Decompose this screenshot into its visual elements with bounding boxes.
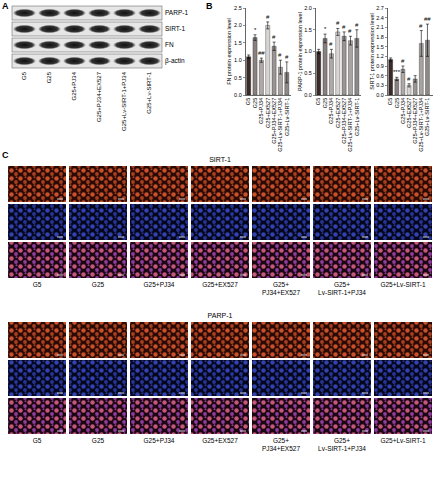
svg-text:PJ34+EX527: PJ34+EX527 [262,445,301,452]
svg-text:Lv-SIRT-1+PJ34: Lv-SIRT-1+PJ34 [318,289,366,296]
svg-text:G25+Lv-SIRT-1: G25+Lv-SIRT-1 [380,281,426,288]
svg-text:G25+PJ34: G25+PJ34 [144,437,175,444]
svg-text:#: # [272,34,276,40]
svg-text:G25+EX527: G25+EX527 [265,98,271,128]
svg-text:G25+Lv-SIRT-1+PJ34: G25+Lv-SIRT-1+PJ34 [277,98,283,152]
svg-text:1.0: 1.0 [304,48,312,54]
svg-text:2.4: 2.4 [376,15,384,21]
svg-text:G25+PJ34+EX527: G25+PJ34+EX527 [412,98,418,144]
svg-text:0.5: 0.5 [304,70,312,76]
svg-text:G25+PJ34+EX527: G25+PJ34+EX527 [341,98,347,144]
svg-text:G25+: G25+ [273,437,289,444]
svg-text:G25: G25 [394,98,400,108]
svg-text:#: # [342,24,346,30]
svg-text:0.5: 0.5 [234,75,242,81]
svg-text:G25+Lv-SIRT-1: G25+Lv-SIRT-1 [284,98,290,136]
svg-text:PJ34+EX527: PJ34+EX527 [262,289,301,296]
svg-text:G25+EX527: G25+EX527 [335,98,341,128]
svg-text:G25: G25 [92,437,105,444]
svg-text:A: A [2,1,9,11]
svg-text:0.0: 0.0 [304,92,312,98]
svg-text:G25+PJ34+EX527: G25+PJ34+EX527 [96,71,102,122]
svg-text:G25+Lv-SIRT-1+PJ34: G25+Lv-SIRT-1+PJ34 [418,98,424,152]
svg-text:G25+Lv-SIRT-1: G25+Lv-SIRT-1 [380,437,426,444]
svg-text:SIRT-1: SIRT-1 [165,25,185,32]
svg-text:G5: G5 [33,281,42,288]
svg-text:FN protein expression level: FN protein expression level [226,18,232,85]
svg-text:2.5: 2.5 [234,5,242,11]
svg-text:G25+PJ34: G25+PJ34 [400,98,406,124]
svg-text:##: ## [424,16,431,22]
svg-text:G25+: G25+ [334,281,350,288]
svg-text:SIRT-1: SIRT-1 [209,156,231,163]
svg-text:0.0: 0.0 [376,92,384,98]
svg-text:2.0: 2.0 [234,22,242,28]
svg-text:G25+EX527: G25+EX527 [406,98,412,128]
svg-text:G25+PJ34: G25+PJ34 [328,98,334,124]
svg-text:1.8: 1.8 [376,34,384,40]
svg-text:B: B [206,1,213,11]
svg-text:G25: G25 [92,281,105,288]
svg-text:Lv-SIRT-1+PJ34: Lv-SIRT-1+PJ34 [318,445,366,452]
svg-text:0.9: 0.9 [376,63,384,69]
svg-text:PARP-1: PARP-1 [208,312,233,319]
svg-text:G5: G5 [387,98,393,105]
svg-text:#: # [266,14,270,20]
svg-text:***: *** [393,69,401,75]
svg-text:#: # [336,20,340,26]
svg-text:G5: G5 [315,98,321,105]
svg-text:#: # [401,58,405,64]
svg-text:0.3: 0.3 [376,82,384,88]
svg-text:G25+: G25+ [273,281,289,288]
svg-text:#: # [407,76,411,82]
svg-text:#: # [348,28,352,34]
svg-text:G25+: G25+ [334,437,350,444]
svg-text:G25+PJ34+EX527: G25+PJ34+EX527 [271,98,277,144]
svg-text:G25+PJ34: G25+PJ34 [71,71,77,100]
svg-text:G25+Lv-SIRT-1+PJ34: G25+Lv-SIRT-1+PJ34 [121,71,127,131]
svg-text:G25: G25 [46,71,52,83]
svg-text:#: # [329,41,333,47]
svg-text:β-actin: β-actin [165,57,185,65]
svg-text:*: * [254,27,257,33]
svg-text:1.5: 1.5 [376,44,384,50]
svg-text:G25+PJ34: G25+PJ34 [144,281,175,288]
svg-text:G25+Lv-SIRT-1: G25+Lv-SIRT-1 [354,98,360,136]
svg-text:1.5: 1.5 [234,40,242,46]
svg-text:1.5: 1.5 [304,27,312,33]
svg-text:##: ## [258,50,265,56]
svg-text:G25+Lv-SIRT-1+PJ34: G25+Lv-SIRT-1+PJ34 [347,98,353,152]
svg-text:PARP-1 protein expression leve: PARP-1 protein expression level [297,12,303,91]
svg-text:#: # [419,23,423,29]
svg-text:0.6: 0.6 [376,73,384,79]
svg-text:G25+EX527: G25+EX527 [202,281,238,288]
svg-text:2.0: 2.0 [304,5,312,11]
svg-text:0.0: 0.0 [234,92,242,98]
svg-text:G25+Lv-SIRT-1: G25+Lv-SIRT-1 [146,71,152,113]
svg-text:C: C [2,150,9,160]
svg-text:G25+PJ34: G25+PJ34 [258,98,264,124]
svg-text:FN: FN [165,41,174,48]
svg-text:G25+EX527: G25+EX527 [202,437,238,444]
svg-text:G5: G5 [33,437,42,444]
svg-text:#: # [355,22,359,28]
svg-text:G5: G5 [245,98,251,105]
svg-text:PARP-1: PARP-1 [165,9,188,16]
svg-text:1.0: 1.0 [234,57,242,63]
svg-text:#: # [285,54,289,60]
svg-text:G5: G5 [21,71,27,80]
svg-text:G25: G25 [252,98,258,108]
svg-text:*: * [324,26,327,32]
svg-text:G25+Lv-SIRT-1: G25+Lv-SIRT-1 [424,98,430,136]
svg-text:#: # [278,52,282,58]
svg-text:2.1: 2.1 [376,24,384,30]
svg-text:1.2: 1.2 [376,53,384,59]
svg-text:G25: G25 [322,98,328,108]
svg-text:SIRT-1 protein expression leve: SIRT-1 protein expression level [369,13,375,89]
svg-text:2.7: 2.7 [376,5,384,11]
